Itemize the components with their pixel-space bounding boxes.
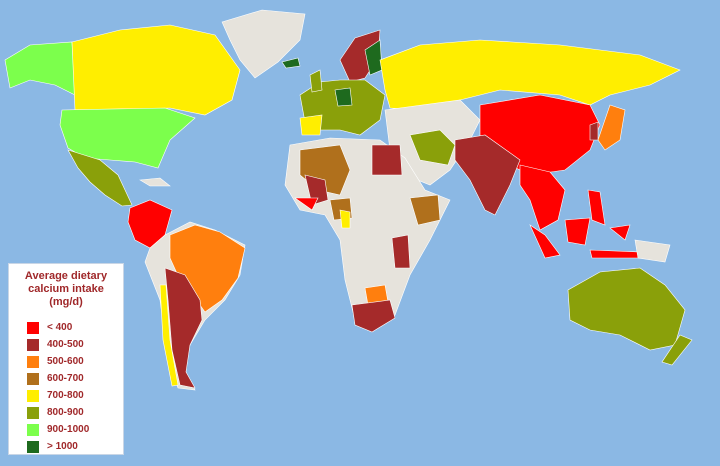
legend-label: 700-800: [47, 390, 84, 401]
india: [454, 134, 521, 216]
legend-label: 400-500: [47, 339, 84, 350]
legend-label: 600-700: [47, 373, 84, 384]
legend-item: 400-500: [27, 336, 117, 353]
legend-title: Average dietary calcium intake (mg/d): [15, 270, 117, 309]
legend-swatch: [27, 321, 39, 334]
legend-swatch: [27, 372, 39, 385]
map-legend: Average dietary calcium intake (mg/d) < …: [8, 263, 124, 455]
new-zealand: [661, 334, 693, 366]
korea: [589, 121, 599, 141]
iran: [409, 129, 456, 166]
australia: [567, 267, 686, 351]
japan: [597, 104, 626, 151]
legend-item: 600-700: [27, 370, 117, 387]
papua: [634, 239, 671, 263]
legend-item: 700-800: [27, 387, 117, 404]
legend-label: > 1000: [47, 441, 78, 452]
legend-swatch: [27, 338, 39, 351]
legend-item: > 1000: [27, 438, 117, 455]
legend-title-line1: Average dietary: [24, 270, 108, 282]
legend-label: 800-900: [47, 407, 84, 418]
mexico: [67, 149, 133, 207]
legend-title-line2: calcium intake (mg/d): [28, 283, 104, 308]
legend-swatch: [27, 423, 39, 436]
usa: [59, 107, 196, 169]
legend-swatch: [27, 440, 39, 453]
legend-item: 900-1000: [27, 421, 117, 438]
canada: [71, 24, 241, 116]
spain: [299, 114, 323, 136]
greenland: [221, 9, 306, 79]
southeast-asia: [519, 164, 566, 231]
legend-label: < 400: [47, 322, 73, 333]
uk: [309, 69, 323, 93]
egypt: [371, 144, 403, 176]
germany: [334, 87, 353, 107]
legend-swatch: [27, 389, 39, 402]
tanzania: [391, 234, 411, 269]
caribbean: [139, 177, 171, 187]
alaska: [4, 41, 76, 96]
legend-label: 900-1000: [47, 424, 90, 435]
iceland: [281, 57, 301, 69]
ethiopia: [409, 194, 441, 226]
south-africa: [351, 299, 396, 333]
legend-item: 500-600: [27, 353, 117, 370]
legend-swatch: [27, 355, 39, 368]
legend-swatch: [27, 406, 39, 419]
legend-item: 800-900: [27, 404, 117, 421]
argentina: [164, 267, 203, 389]
west-africa: [294, 197, 319, 211]
ghana: [339, 209, 351, 229]
legend-label: 500-600: [47, 356, 84, 367]
legend-item: < 400: [27, 319, 117, 336]
philippines: [587, 189, 606, 226]
chile: [159, 284, 179, 387]
mali: [304, 174, 329, 206]
indonesia: [529, 217, 641, 259]
